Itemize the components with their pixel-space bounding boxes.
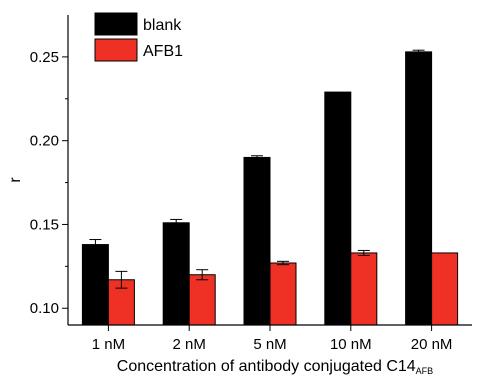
x-tick-label-4: 10 nM (330, 336, 372, 353)
x-tick-label-3: 5 nM (253, 336, 286, 353)
y-tick-label-1: 0.10 (30, 300, 59, 317)
x-tick-label-2: 2 nM (173, 336, 206, 353)
bar-blank-2 (162, 222, 190, 326)
x-axis-ticks: 1 nM 2 nM 5 nM 10 nM 20 nM (92, 325, 453, 353)
x-axis-title-main: Concentration of antibody conjugated C14 (117, 358, 416, 375)
bar-afb1-4 (350, 252, 378, 326)
bar-afb1-3 (269, 262, 297, 326)
x-axis-title: Concentration of antibody conjugated C14… (117, 358, 433, 376)
bar-blank-3 (243, 156, 271, 326)
y-tick-label-4: 0.25 (30, 49, 59, 66)
x-axis-title-subscript: AFB (416, 366, 434, 376)
x-tick-label-5: 20 nM (411, 336, 453, 353)
y-axis-title: r (7, 177, 24, 183)
bar-blank-5 (405, 51, 433, 326)
bar-afb1-5 (431, 252, 459, 326)
y-tick-label-2: 0.15 (30, 216, 59, 233)
x-tick-label-1: 1 nM (92, 336, 125, 353)
bar-blank-4 (324, 91, 352, 326)
error-bars-layer (89, 49, 425, 289)
y-axis-ticks: 0.10 0.15 0.20 0.25 (30, 49, 68, 317)
legend: blank AFB1 (94, 12, 183, 62)
legend-label-afb1: AFB1 (143, 43, 183, 60)
bars-layer (81, 51, 459, 326)
bar-blank-1 (81, 244, 109, 326)
legend-swatch-afb1 (94, 38, 138, 62)
bar-afb1-2 (188, 274, 216, 326)
y-tick-label-3: 0.20 (30, 133, 59, 150)
legend-label-blank: blank (143, 17, 182, 34)
legend-swatch-blank (94, 12, 138, 36)
